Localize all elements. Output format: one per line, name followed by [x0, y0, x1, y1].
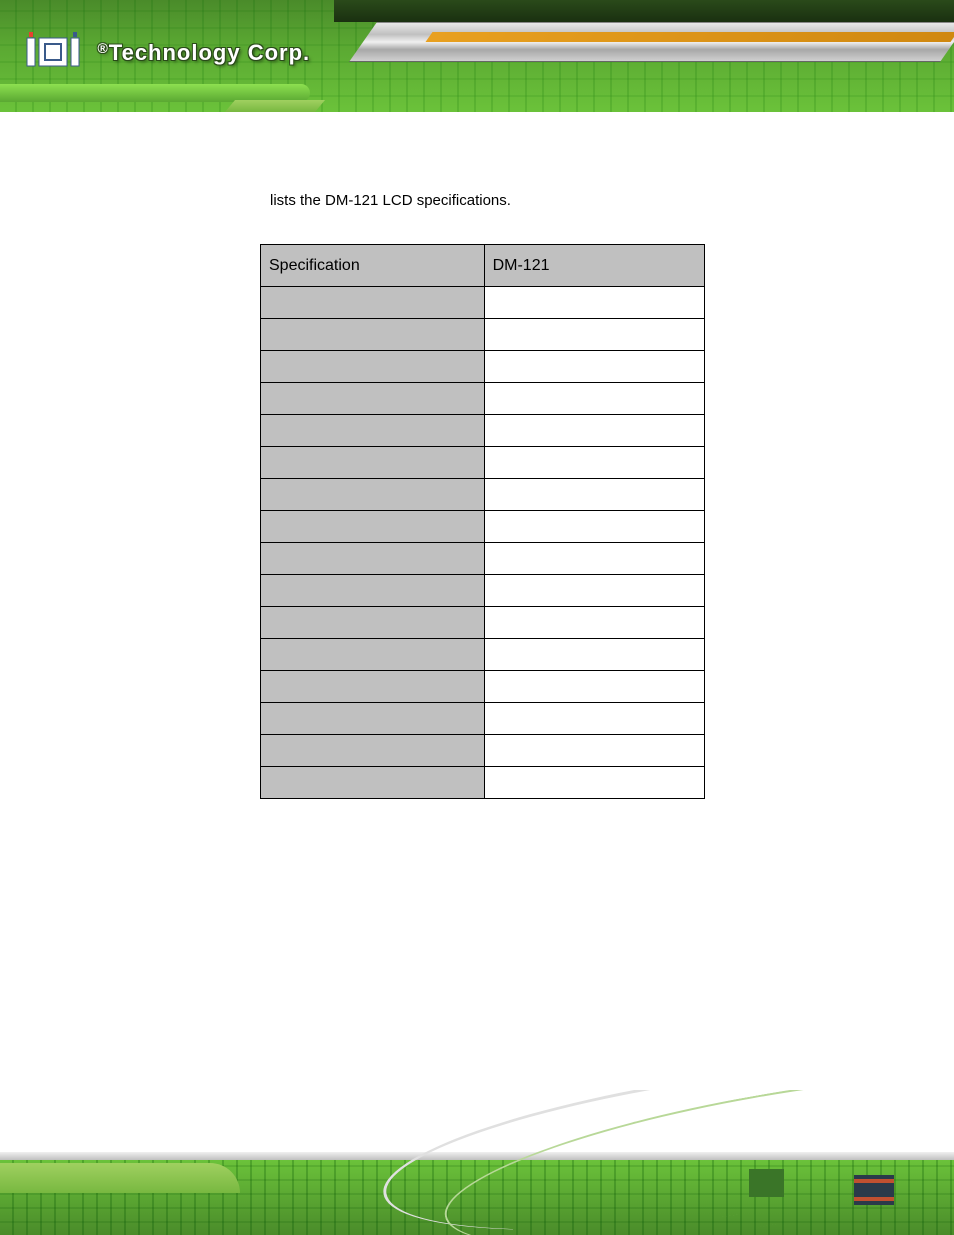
spec-table: Specification DM-121	[260, 244, 705, 799]
company-logo-icon	[25, 30, 85, 75]
intro-text: lists the DM-121 LCD specifications.	[270, 192, 894, 209]
table-value-cell	[484, 575, 704, 607]
footer-left-bar	[0, 1163, 240, 1193]
logo-container: ®Technology Corp.	[25, 30, 310, 75]
footer-chip-icon	[854, 1175, 894, 1205]
table-value-cell	[484, 543, 704, 575]
table-row	[261, 479, 705, 511]
header-banner: ®Technology Corp.	[0, 0, 954, 112]
table-row	[261, 671, 705, 703]
table-row	[261, 351, 705, 383]
footer-chip-icon-2	[749, 1169, 784, 1197]
table-label-cell	[261, 735, 485, 767]
table-header-value: DM-121	[484, 245, 704, 287]
table-label-cell	[261, 639, 485, 671]
table-value-cell	[484, 607, 704, 639]
table-value-cell	[484, 639, 704, 671]
logo-registered: ®	[97, 40, 108, 56]
table-label-cell	[261, 703, 485, 735]
table-row	[261, 735, 705, 767]
table-label-cell	[261, 479, 485, 511]
table-value-cell	[484, 767, 704, 799]
table-row	[261, 639, 705, 671]
table-row	[261, 383, 705, 415]
header-dark-strip	[334, 0, 954, 22]
table-row	[261, 511, 705, 543]
table-header-spec: Specification	[261, 245, 485, 287]
table-value-cell	[484, 671, 704, 703]
table-label-cell	[261, 383, 485, 415]
table-label-cell	[261, 287, 485, 319]
header-orange-strip	[426, 32, 954, 42]
table-value-cell	[484, 735, 704, 767]
table-value-cell	[484, 415, 704, 447]
table-value-cell	[484, 511, 704, 543]
table-row	[261, 447, 705, 479]
table-label-cell	[261, 415, 485, 447]
table-row	[261, 607, 705, 639]
table-row	[261, 319, 705, 351]
table-label-cell	[261, 575, 485, 607]
content-area: lists the DM-121 LCD specifications. Spe…	[0, 112, 954, 839]
table-row	[261, 287, 705, 319]
table-label-cell	[261, 319, 485, 351]
footer-banner	[0, 1090, 954, 1235]
table-label-cell	[261, 671, 485, 703]
table-value-cell	[484, 287, 704, 319]
table-label-cell	[261, 447, 485, 479]
logo-text: ®Technology Corp.	[97, 40, 310, 66]
logo-company-name: Technology Corp.	[109, 40, 310, 65]
table-row	[261, 415, 705, 447]
header-silver-strip	[349, 22, 954, 62]
table-label-cell	[261, 351, 485, 383]
table-row	[261, 543, 705, 575]
header-green-bar-accent	[225, 100, 325, 112]
table-value-cell	[484, 479, 704, 511]
table-row	[261, 767, 705, 799]
table-header-row: Specification DM-121	[261, 245, 705, 287]
table-value-cell	[484, 319, 704, 351]
table-value-cell	[484, 351, 704, 383]
table-row	[261, 703, 705, 735]
table-value-cell	[484, 447, 704, 479]
table-value-cell	[484, 383, 704, 415]
table-label-cell	[261, 607, 485, 639]
table-label-cell	[261, 767, 485, 799]
table-value-cell	[484, 703, 704, 735]
table-label-cell	[261, 543, 485, 575]
table-row	[261, 575, 705, 607]
table-label-cell	[261, 511, 485, 543]
